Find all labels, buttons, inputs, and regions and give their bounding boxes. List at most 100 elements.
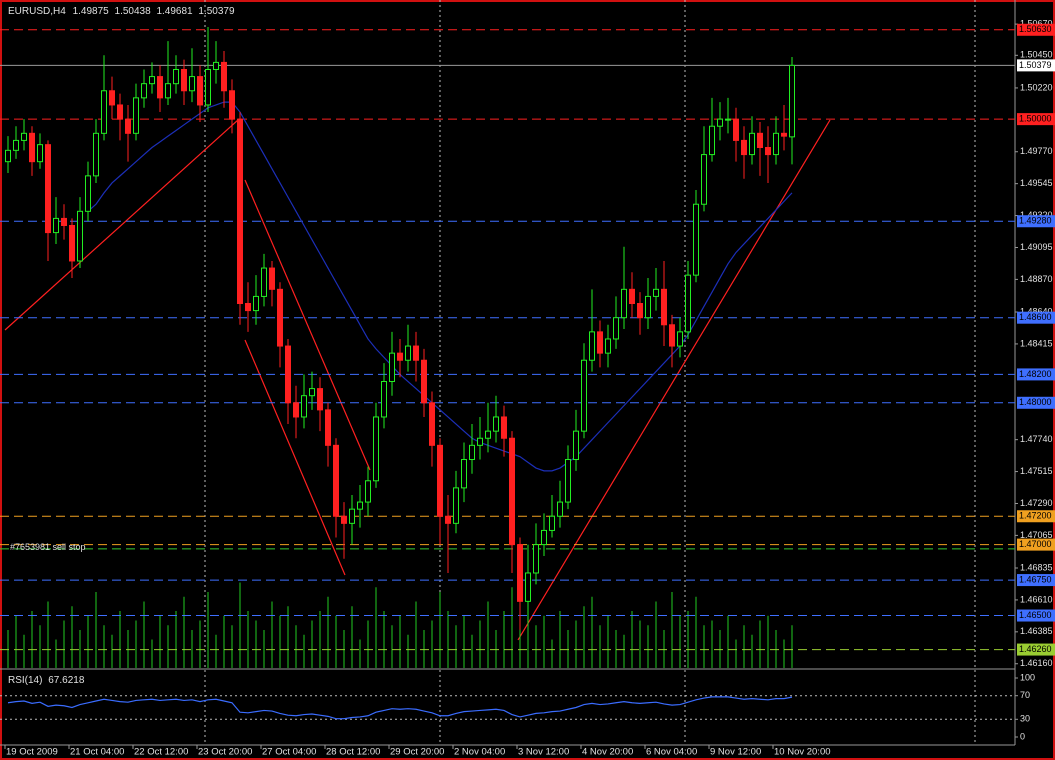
current-price-label: 1.50379 [1019, 60, 1052, 70]
rsi-tick-label: 70 [1020, 690, 1030, 700]
candle-body [5, 149, 11, 163]
trendline [244, 179, 371, 471]
candle-body [373, 416, 379, 482]
candle-body [309, 388, 315, 397]
candle-body [325, 409, 331, 446]
candle-body [37, 144, 43, 163]
level-label: 1.50630 [1019, 24, 1052, 34]
candle-body [357, 501, 363, 510]
candle-body [117, 104, 123, 120]
level-label: 1.48000 [1019, 397, 1052, 407]
candle-body [253, 295, 259, 312]
y-tick-label: 1.49770 [1020, 146, 1053, 156]
candle-body [301, 395, 307, 418]
candle-body [669, 324, 675, 347]
y-tick-label: 1.46385 [1020, 626, 1053, 636]
ohlc-open: 1.49875 [73, 6, 110, 17]
candle-body [173, 68, 179, 85]
level-box [1017, 510, 1055, 523]
level-label: 1.47000 [1019, 539, 1052, 549]
candle-body [45, 144, 51, 234]
candle-body [141, 83, 147, 99]
order-label: #7653981 sell stop [10, 542, 86, 552]
level-box [1017, 368, 1055, 381]
candle-body [773, 132, 779, 156]
candle-body [157, 76, 163, 99]
x-tick-label: 27 Oct 04:00 [262, 747, 316, 758]
candle-body [685, 274, 691, 333]
level-box [1017, 23, 1055, 36]
candle-body [733, 118, 739, 141]
y-tick-label: 1.49545 [1020, 178, 1053, 188]
symbol: EURUSD,H4 [8, 6, 66, 17]
candle-body [589, 331, 595, 361]
candle-body [677, 331, 683, 347]
x-tick-label: 23 Oct 20:00 [198, 747, 252, 758]
y-tick-label: 1.50220 [1020, 82, 1053, 92]
level-box [1017, 609, 1055, 622]
y-tick-label: 1.47065 [1020, 530, 1053, 540]
candle-body [397, 352, 403, 361]
candle-body [21, 132, 27, 141]
candle-body [333, 444, 339, 517]
y-tick-label: 1.49320 [1020, 210, 1053, 220]
rsi-tick-label: 0 [1020, 731, 1025, 741]
y-tick-label: 1.49095 [1020, 242, 1053, 252]
candle-body [285, 345, 291, 404]
candle-body [717, 118, 723, 127]
x-tick-label: 19 Oct 2009 [6, 747, 58, 758]
candle-body [549, 515, 555, 531]
candle-body [85, 175, 91, 212]
candle-body [245, 303, 251, 312]
x-tick-label: 10 Nov 20:00 [774, 747, 831, 758]
candle-body [317, 388, 323, 411]
level-label: 1.46500 [1019, 610, 1052, 620]
candle-body [453, 487, 459, 524]
level-box [1017, 643, 1055, 656]
candle-body [189, 76, 195, 92]
candle-body [525, 572, 531, 602]
candle-body [557, 501, 563, 517]
y-tick-label: 1.46610 [1020, 594, 1053, 604]
ohlc-low: 1.49681 [156, 6, 193, 17]
candle-body [741, 139, 747, 156]
y-tick-label: 1.47290 [1020, 498, 1053, 508]
ohlc-high: 1.50438 [115, 6, 152, 17]
candle-body [237, 118, 243, 305]
rsi-line [7, 696, 793, 720]
level-label: 1.49280 [1019, 216, 1052, 226]
candle-body [421, 359, 427, 404]
level-box [1017, 311, 1055, 324]
candle-body [229, 90, 235, 120]
candle-body [757, 132, 763, 148]
candle-body [133, 97, 139, 134]
y-tick-label: 1.50670 [1020, 18, 1053, 28]
candle-body [149, 76, 155, 85]
candle-body [437, 444, 443, 517]
rsi-header: RSI(14) 67.6218 [8, 675, 85, 686]
level-box [1017, 113, 1055, 126]
y-tick-label: 1.48415 [1020, 338, 1053, 348]
x-tick-label: 28 Oct 12:00 [326, 747, 380, 758]
rsi-tick-label: 30 [1020, 714, 1030, 724]
candle-body [341, 515, 347, 524]
candle-body [709, 125, 715, 156]
candle-body [469, 444, 475, 461]
candle-body [493, 416, 499, 432]
candle-body [501, 416, 507, 439]
y-tick-label: 1.50450 [1020, 50, 1053, 60]
candle-body [565, 459, 571, 503]
y-tick-label: 1.48870 [1020, 274, 1053, 284]
x-tick-label: 6 Nov 04:00 [646, 747, 697, 758]
x-tick-label: 21 Oct 04:00 [70, 747, 124, 758]
level-label: 1.46750 [1019, 574, 1052, 584]
trendline [4, 119, 239, 331]
x-tick-label: 3 Nov 12:00 [518, 747, 569, 758]
level-label: 1.46260 [1019, 644, 1052, 654]
ohlc-close: 1.50379 [198, 6, 235, 17]
candle-body [541, 529, 547, 546]
candle-body [61, 217, 67, 227]
candle-body [533, 544, 539, 574]
trendline [244, 339, 346, 576]
